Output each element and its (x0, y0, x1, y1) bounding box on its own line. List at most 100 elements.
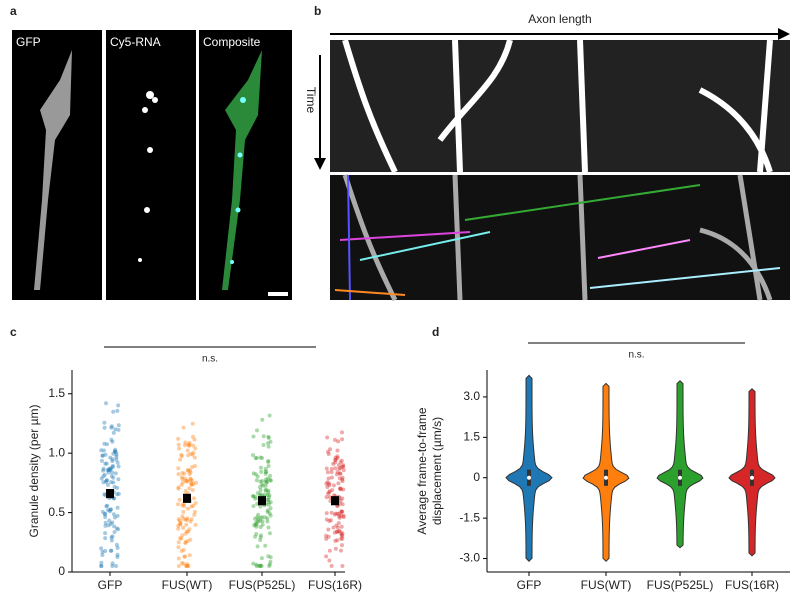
jitter-dot (109, 548, 114, 553)
y-tick-label: 1.5 (463, 430, 480, 444)
jitter-dot (100, 453, 105, 458)
jitter-dot (115, 505, 120, 510)
jitter-dot (254, 478, 259, 483)
jitter-dot (265, 519, 270, 524)
jitter-dot (326, 452, 331, 457)
jitter-dot (253, 456, 258, 461)
jitter-dot (258, 563, 263, 568)
jitter-dot (189, 482, 194, 487)
jitter-dot (111, 475, 116, 480)
jitter-dot (341, 515, 346, 520)
jitter-dot (183, 540, 188, 545)
jitter-dot (266, 490, 271, 495)
jitter-dot (266, 441, 271, 446)
jitter-dot (255, 519, 260, 524)
jitter-dot (178, 520, 183, 525)
jitter-dot (106, 467, 111, 472)
jitter-dot (265, 476, 270, 481)
jitter-dot (335, 454, 340, 459)
jitter-dot (258, 524, 263, 529)
jitter-dot (337, 466, 342, 471)
jitter-dot (180, 533, 185, 538)
jitter-dot (186, 442, 191, 447)
jitter-dot (189, 480, 194, 485)
jitter-dot (340, 531, 345, 536)
jitter-dot (185, 506, 190, 511)
jitter-dot (266, 488, 271, 493)
jitter-dot (327, 548, 332, 553)
jitter-dot (265, 479, 270, 484)
x-tick-label: FUS(P525L) (229, 578, 296, 592)
jitter-dot (181, 547, 186, 552)
jitter-dot (192, 509, 197, 514)
jitter-dot (334, 523, 339, 528)
significance-label: n.s. (628, 350, 644, 361)
jitter-dot (179, 482, 184, 487)
jitter-dot (104, 478, 109, 483)
jitter-dot (192, 512, 197, 517)
jitter-dot (108, 507, 113, 512)
micrographs: GFP Cy5-RNA Composite (12, 30, 292, 300)
jitter-dot (179, 548, 184, 553)
jitter-dot (103, 401, 108, 406)
jitter-dot (266, 444, 271, 449)
jitter-dot (109, 425, 114, 430)
jitter-dot (263, 488, 268, 493)
panel-label: b (314, 4, 321, 18)
jitter-dot (182, 443, 187, 448)
jitter-dot (113, 471, 118, 476)
jitter-dot (99, 476, 104, 481)
jitter-dot (340, 502, 345, 507)
jitter-dot (340, 564, 345, 569)
jitter-dot (251, 494, 256, 499)
jitter-dot (339, 531, 344, 536)
jitter-dot (184, 522, 189, 527)
jitter-dot (183, 517, 188, 522)
jitter-dot (185, 564, 190, 569)
jitter-dot (266, 464, 271, 469)
jitter-dot (261, 483, 266, 488)
jitter-dot (109, 535, 114, 540)
jitter-dot (102, 441, 107, 446)
jitter-dot (267, 413, 272, 418)
jitter-dot (99, 458, 104, 463)
jitter-dot (265, 493, 270, 498)
jitter-dot (253, 472, 258, 477)
jitter-dot (110, 463, 115, 468)
jitter-dot (268, 478, 273, 483)
jitter-dot (327, 490, 332, 495)
jitter-dot (99, 448, 104, 453)
mean-marker (331, 496, 339, 505)
jitter-dot (264, 488, 269, 493)
jitter-dot (331, 525, 336, 530)
jitter-dot (178, 522, 183, 527)
jitter-dot (176, 436, 181, 441)
jitter-dot (188, 537, 193, 542)
jitter-dot (254, 520, 259, 525)
jitter-dot (263, 479, 268, 484)
jitter-dot (115, 513, 120, 518)
jitter-dot (254, 562, 259, 567)
jitter-dot (185, 517, 190, 522)
jitter-dot (191, 450, 196, 455)
jitter-dot (329, 475, 334, 480)
jitter-dot (324, 495, 329, 500)
jitter-dot (335, 525, 340, 530)
jitter-dot (189, 482, 194, 487)
jitter-dot (254, 456, 259, 461)
jitter-dot (324, 481, 329, 486)
jitter-dot (187, 442, 192, 447)
jitter-dot (176, 523, 181, 528)
jitter-dot (180, 480, 185, 485)
jitter-dot (105, 468, 110, 473)
image-label: Cy5-RNA (110, 35, 161, 49)
jitter-dot (338, 487, 343, 492)
jitter-dot (324, 554, 329, 559)
jitter-dot (190, 452, 195, 457)
jitter-dot (109, 507, 114, 512)
jitter-dot (110, 534, 115, 539)
jitter-dot (266, 525, 271, 530)
axis-label: Axon length (528, 12, 591, 26)
y-tick-label: 0 (473, 470, 480, 484)
jitter-dot (266, 459, 271, 464)
